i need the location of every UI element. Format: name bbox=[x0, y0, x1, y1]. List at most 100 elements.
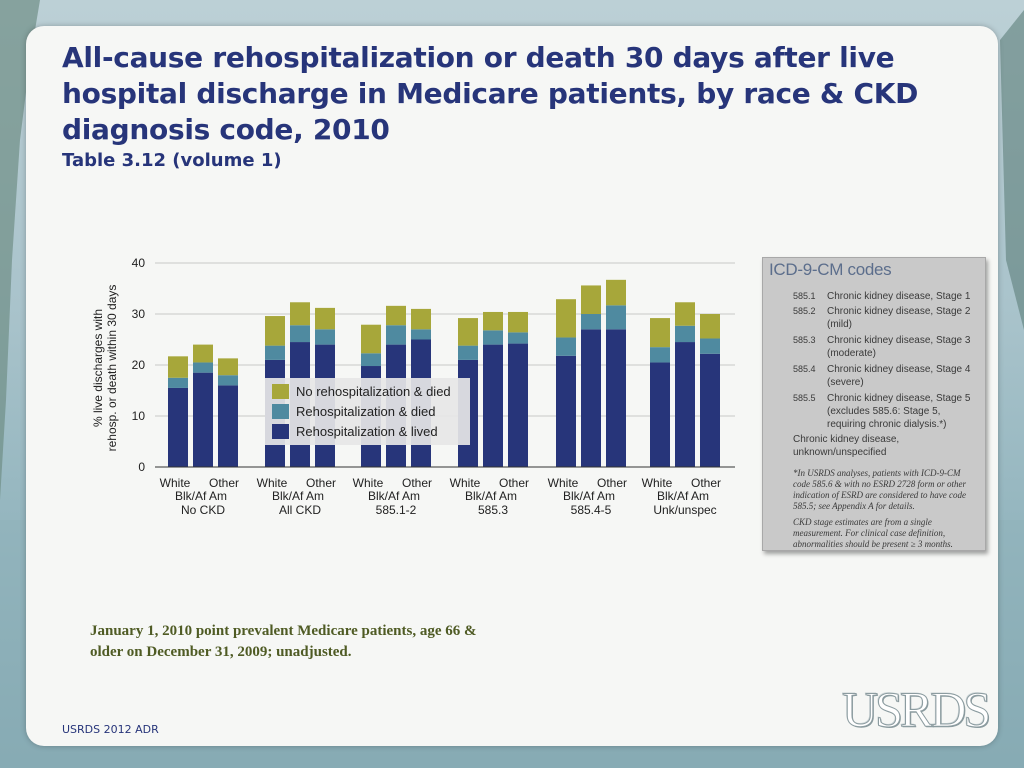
bar-segment-norehosp-died bbox=[458, 318, 478, 346]
bar-segment-rehosp-died bbox=[700, 338, 720, 354]
x-group-label: 585.4-5 bbox=[571, 503, 612, 517]
x-race-label: Blk/Af Am bbox=[657, 489, 709, 503]
x-race-label: White bbox=[450, 476, 481, 490]
usrds-logo: USRDS bbox=[841, 681, 991, 738]
icd-row: 585.5 Chronic kidney disease, Stage 5 (ex… bbox=[793, 392, 979, 431]
icd-code: 585.1 bbox=[793, 291, 816, 301]
bar-segment-rehosp-lived bbox=[483, 344, 503, 467]
icd-desc: Chronic kidney disease, Stage 4 (severe) bbox=[827, 364, 971, 388]
icd-footnote-1: *In USRDS analyses, patients with ICD-9-… bbox=[793, 468, 967, 511]
slide-subtitle: Table 3.12 (volume 1) bbox=[62, 150, 282, 171]
bar-segment-rehosp-died bbox=[675, 325, 695, 343]
x-race-label: Blk/Af Am bbox=[175, 489, 227, 503]
bar-segment-norehosp-died bbox=[508, 311, 528, 333]
bar-segment-norehosp-died bbox=[411, 308, 431, 330]
stacked-bar-chart: 0 10 20 30 40 % live discharges with rehosp.… bbox=[91, 256, 735, 517]
bar-segment-rehosp-died bbox=[193, 362, 213, 373]
icd-desc: Chronic kidney disease, Stage 2 (mild) bbox=[827, 306, 971, 330]
bar-segment-rehosp-died bbox=[290, 325, 310, 343]
icd-code: 585.4 bbox=[793, 364, 816, 374]
icd-code: 585.3 bbox=[793, 335, 816, 345]
icd-codes-panel: ICD-9-CM codes 585.1 Chronic kidney disea… bbox=[762, 257, 986, 551]
x-race-label: Other bbox=[691, 476, 721, 490]
bar-segment-norehosp-died bbox=[606, 279, 626, 306]
icd-code: 585.5 bbox=[793, 393, 816, 403]
icd-panel-title: ICD-9-CM codes bbox=[769, 260, 892, 279]
bar-segment-rehosp-lived bbox=[218, 385, 238, 467]
y-axis-ticks: 0 10 20 30 40 bbox=[132, 256, 146, 474]
icd-footnote-2: CKD stage estimates are from a single me… bbox=[793, 517, 953, 549]
bar-segment-norehosp-died bbox=[290, 302, 310, 326]
icd-row: 585.4 Chronic kidney disease, Stage 4 (se… bbox=[793, 363, 979, 389]
bar-segment-norehosp-died bbox=[483, 311, 503, 331]
x-group-label: 585.1-2 bbox=[376, 503, 417, 517]
x-race-label: Other bbox=[209, 476, 239, 490]
legend-swatch bbox=[272, 424, 289, 439]
footer-source: USRDS 2012 ADR bbox=[62, 723, 159, 736]
bar-segment-rehosp-lived bbox=[581, 329, 601, 467]
bar-segment-rehosp-died bbox=[386, 325, 406, 345]
y-axis-label-line1: % live discharges with bbox=[91, 309, 105, 427]
bar-segment-rehosp-died bbox=[458, 345, 478, 360]
bar-segment-norehosp-died bbox=[650, 318, 670, 348]
bar-segment-norehosp-died bbox=[556, 299, 576, 338]
bar-segment-norehosp-died bbox=[581, 285, 601, 314]
bar-segment-rehosp-died bbox=[168, 377, 188, 388]
legend-label: Rehospitalization & lived bbox=[296, 424, 438, 439]
icd-desc: Chronic kidney disease, Stage 5 (exclude… bbox=[827, 393, 971, 430]
icd-row: 585.2 Chronic kidney disease, Stage 2 (mi… bbox=[793, 305, 979, 331]
bar-segment-rehosp-lived bbox=[168, 387, 188, 467]
icd-row: 585.1 Chronic kidney disease, Stage 1 bbox=[793, 290, 979, 303]
bar-segment-rehosp-died bbox=[411, 329, 431, 340]
x-group-label: 585.3 bbox=[478, 503, 508, 517]
bar-segment-rehosp-lived bbox=[700, 353, 720, 467]
x-race-label: Other bbox=[306, 476, 336, 490]
bar-segment-rehosp-died bbox=[265, 345, 285, 360]
bar-segment-norehosp-died bbox=[675, 302, 695, 326]
bar-segment-rehosp-lived bbox=[556, 355, 576, 467]
y-tick-label: 10 bbox=[132, 409, 146, 423]
bar-segment-rehosp-died bbox=[606, 305, 626, 330]
x-group-label: All CKD bbox=[279, 503, 321, 517]
icd-unspecified: Chronic kidney disease, unknown/unspecif… bbox=[793, 434, 900, 458]
chart-legend: No rehospitalization & died Rehospitaliza… bbox=[265, 378, 470, 445]
bar-segment-rehosp-died bbox=[650, 347, 670, 363]
bar-segment-norehosp-died bbox=[700, 314, 720, 339]
y-axis-label-line2: rehosp. or death within 30 days bbox=[105, 285, 119, 452]
bar-segment-norehosp-died bbox=[193, 344, 213, 363]
bar-segment-rehosp-died bbox=[218, 375, 238, 386]
legend-swatch bbox=[272, 384, 289, 399]
x-race-label: Other bbox=[597, 476, 627, 490]
bar-segment-rehosp-died bbox=[508, 332, 528, 344]
bar-segment-rehosp-lived bbox=[606, 329, 626, 467]
bar-segment-norehosp-died bbox=[168, 356, 188, 378]
x-race-label: White bbox=[160, 476, 191, 490]
bar-segment-norehosp-died bbox=[386, 305, 406, 326]
bar-segment-norehosp-died bbox=[315, 307, 335, 330]
x-race-label: Blk/Af Am bbox=[368, 489, 420, 503]
legend-swatch bbox=[272, 404, 289, 419]
x-race-label: White bbox=[353, 476, 384, 490]
y-tick-label: 30 bbox=[132, 307, 146, 321]
icd-row: 585.3 Chronic kidney disease, Stage 3 (mo… bbox=[793, 334, 979, 360]
x-race-label: Other bbox=[499, 476, 529, 490]
x-race-label: White bbox=[642, 476, 673, 490]
y-tick-label: 20 bbox=[132, 358, 146, 372]
legend-label: No rehospitalization & died bbox=[296, 384, 451, 399]
bar-segment-rehosp-lived bbox=[675, 342, 695, 467]
y-tick-label: 40 bbox=[132, 256, 146, 270]
y-tick-label: 0 bbox=[138, 460, 145, 474]
data-note: January 1, 2010 point prevalent Medicare… bbox=[90, 623, 477, 660]
x-race-label: White bbox=[257, 476, 288, 490]
x-race-label: Other bbox=[402, 476, 432, 490]
bar-segment-rehosp-died bbox=[483, 330, 503, 345]
bar-segment-rehosp-lived bbox=[193, 372, 213, 467]
x-group-label: No CKD bbox=[181, 503, 225, 517]
bar-segment-rehosp-died bbox=[361, 353, 381, 367]
bar-segment-rehosp-died bbox=[315, 329, 335, 345]
icd-desc: Chronic kidney disease, Stage 3 (moderat… bbox=[827, 335, 971, 359]
x-race-label: Blk/Af Am bbox=[272, 489, 324, 503]
bar-segment-rehosp-died bbox=[581, 314, 601, 330]
slide-title: All-cause rehospitalization or death 30 … bbox=[62, 41, 919, 146]
icd-code: 585.2 bbox=[793, 306, 816, 316]
